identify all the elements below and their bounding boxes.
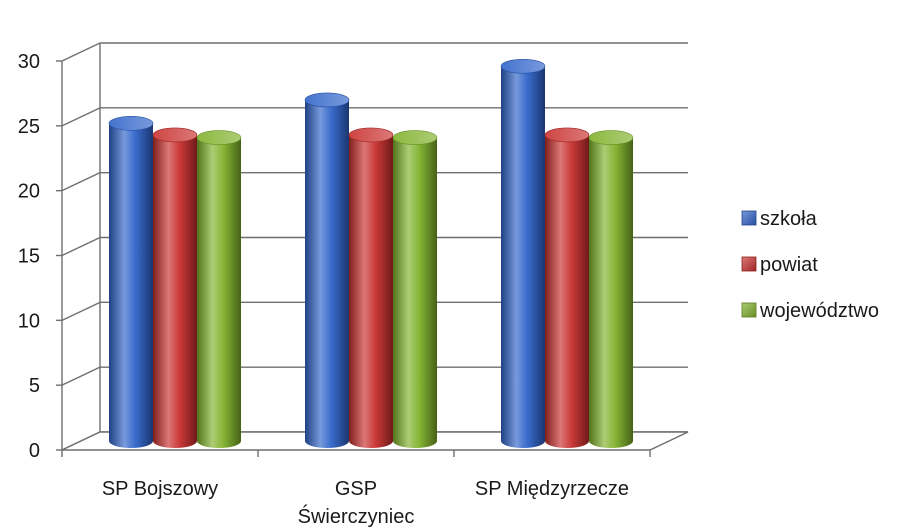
y-axis: 0 5 10 15 20 25 30: [18, 51, 63, 462]
legend-item: województwo: [741, 300, 879, 322]
x-category-label: GSP: [335, 478, 377, 500]
gridline-depth: [61, 301, 101, 321]
bar-powiat: [152, 127, 198, 448]
bar-body: [109, 123, 153, 449]
bar-top: [392, 130, 438, 145]
y-tick-label: 10: [18, 310, 40, 332]
legend-label: województwo: [759, 300, 879, 322]
y-tick-label: 5: [29, 375, 40, 397]
bar-body: [349, 134, 393, 448]
bars: [108, 58, 634, 449]
x-axis: SP Bojszowy GSP Świerczyniec SP Międzyrzecz…: [61, 450, 651, 528]
bar-top: [544, 127, 590, 143]
bar-powiat: [348, 127, 394, 448]
legend-swatch: [741, 256, 757, 272]
legend-item: szkoła: [741, 208, 818, 230]
bar-top: [152, 127, 198, 143]
x-category-label: Świerczyniec: [298, 504, 415, 528]
gridline-depth: [61, 236, 101, 257]
bar-szkoła: [108, 116, 154, 449]
bar-top: [196, 130, 242, 145]
legend-label: szkoła: [760, 208, 818, 230]
bar-top: [108, 116, 154, 131]
bar-body: [589, 137, 633, 448]
y-tick-label: 15: [18, 246, 40, 268]
bar-top: [500, 58, 546, 74]
bar-top: [348, 127, 394, 143]
y-tick-label: 0: [29, 440, 40, 462]
bar-body: [393, 137, 437, 448]
x-category-label: SP Międzyrzecze: [475, 478, 629, 500]
bar-województwo: [588, 130, 634, 448]
legend-label: powiat: [760, 254, 818, 276]
bar-body: [305, 99, 349, 448]
legend-swatch: [741, 210, 757, 226]
gridline-depth: [61, 107, 101, 127]
bar-szkoła: [304, 92, 350, 448]
bar-body: [545, 134, 589, 448]
bar-województwo: [196, 130, 242, 448]
legend: szkoła powiat województwo: [741, 208, 879, 322]
bar-body: [153, 134, 197, 448]
bar-top: [588, 130, 634, 145]
bar-województwo: [392, 130, 438, 448]
y-tick-label: 30: [18, 51, 40, 73]
legend-swatch: [741, 302, 757, 318]
bar-top: [304, 92, 350, 108]
y-tick-label: 20: [18, 181, 40, 203]
bar-powiat: [544, 127, 590, 448]
gridline-depth: [61, 172, 101, 192]
x-category-label: SP Bojszowy: [102, 478, 218, 500]
legend-item: powiat: [741, 254, 818, 276]
bar-szkoła: [500, 58, 546, 448]
gridline-depth: [61, 366, 101, 386]
bar-body: [501, 66, 545, 448]
bar-body: [197, 137, 241, 448]
y-tick-label: 25: [18, 116, 40, 138]
gridline-depth: [61, 42, 101, 62]
